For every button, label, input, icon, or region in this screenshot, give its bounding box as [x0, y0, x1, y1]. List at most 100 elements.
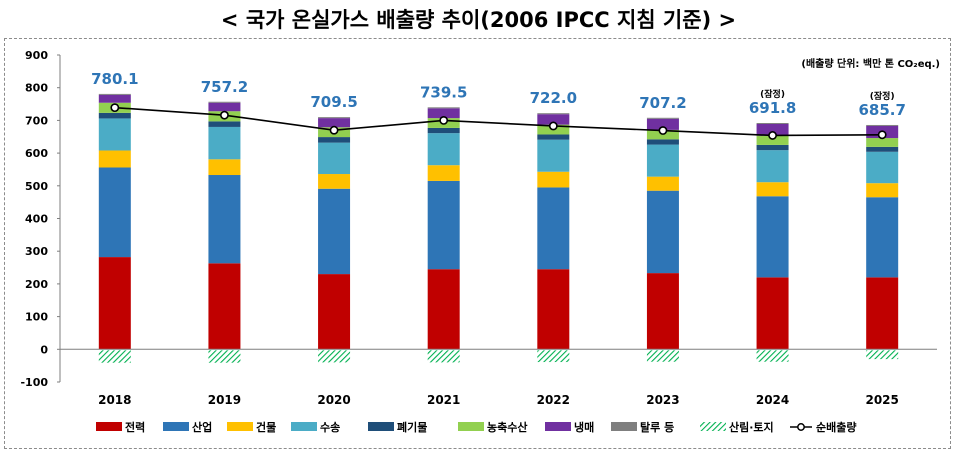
net-emissions-point — [110, 103, 120, 113]
provisional-note: (잠정) — [870, 90, 895, 102]
legend-label: 수송 — [320, 421, 340, 434]
y-tick-label: 0 — [40, 343, 48, 356]
bar-segment — [537, 171, 570, 188]
legend-label: 산업 — [192, 420, 212, 434]
bar-segment — [646, 117, 679, 119]
net-emissions-point — [220, 110, 229, 120]
y-tick-label: 400 — [25, 213, 48, 226]
bar-segment — [646, 139, 679, 145]
bar-segment — [756, 196, 789, 278]
bar-segment-negative — [427, 350, 460, 363]
net-emissions-point — [768, 131, 777, 140]
legend-swatch — [227, 422, 253, 431]
x-tick-label: 2019 — [208, 393, 241, 407]
bar-segment — [318, 118, 351, 128]
bar-segment — [208, 263, 241, 350]
bar-segment — [866, 183, 899, 198]
bar-segment — [208, 101, 241, 103]
bar-segment — [537, 187, 570, 270]
bar-segment — [866, 197, 899, 278]
bar-segment — [427, 180, 460, 270]
bar-segment-negative — [318, 350, 351, 363]
bar-segment — [318, 142, 351, 175]
bar-segment — [427, 107, 460, 109]
x-tick-label: 2024 — [756, 393, 789, 407]
y-tick-label: 900 — [25, 49, 48, 62]
bar-segment-negative — [208, 350, 241, 363]
bar-segment — [427, 127, 460, 134]
bar-segment — [537, 134, 570, 140]
bar-segment-negative — [98, 350, 131, 363]
x-tick-label: 2025 — [865, 393, 898, 407]
bar-segment — [646, 144, 679, 177]
net-emissions-line — [114, 106, 883, 137]
bar-segment — [866, 151, 899, 184]
total-label: 709.5 — [310, 93, 357, 111]
legend-label: 냉매 — [574, 420, 594, 434]
bar-segment — [208, 102, 241, 112]
y-tick-label: 800 — [25, 82, 48, 95]
bar-segment — [646, 273, 679, 350]
bar-segment — [208, 159, 241, 176]
legend-swatch-marker — [797, 423, 805, 431]
legend-swatch — [368, 422, 394, 431]
bar-segment — [427, 133, 460, 166]
bar-segment-negative — [756, 350, 789, 362]
net-emissions-point — [439, 116, 449, 125]
bar-segment — [208, 126, 241, 160]
bar-segment — [98, 93, 131, 95]
legend-swatch — [700, 422, 726, 431]
bar-segment — [756, 135, 789, 145]
bar-segment — [756, 123, 789, 136]
x-tick-label: 2018 — [98, 393, 131, 407]
total-label: 780.1 — [91, 70, 138, 88]
total-label: 757.2 — [201, 78, 248, 96]
bar-segment — [537, 114, 570, 125]
x-tick-label: 2023 — [646, 393, 679, 407]
bar-segment — [98, 257, 131, 350]
bar-segment — [756, 123, 789, 124]
bar-segment-negative — [646, 350, 679, 362]
legend-label: 탈루 등 — [640, 421, 674, 434]
bar-segment — [98, 150, 131, 168]
y-tick-label: 100 — [25, 311, 48, 324]
legend-label: 폐기물 — [397, 420, 427, 434]
x-tick-label: 2022 — [537, 393, 570, 407]
bar-segment-negative — [866, 350, 899, 360]
bar-segment — [756, 182, 789, 197]
total-label: 707.2 — [639, 94, 686, 112]
y-tick-label: 200 — [25, 278, 48, 291]
bar-segment — [98, 112, 131, 119]
bar-segment — [98, 94, 131, 103]
bar-segment — [866, 277, 899, 350]
bar-segment — [98, 118, 131, 151]
net-emissions-point — [658, 126, 668, 135]
bar-segment — [646, 190, 679, 274]
legend-swatch — [163, 422, 189, 431]
bar-segment — [866, 146, 899, 152]
bar-segment — [537, 139, 570, 172]
legend-swatch — [458, 422, 484, 431]
bar-segment — [208, 121, 241, 127]
net-emissions-point — [877, 130, 887, 140]
total-label: 739.5 — [420, 83, 467, 101]
bar-segment — [537, 269, 570, 350]
y-tick-label: -100 — [20, 376, 48, 389]
bar-segment — [866, 124, 899, 126]
bar-segment — [427, 269, 460, 350]
bar-segment — [646, 118, 679, 130]
legend-label: 전력 — [125, 420, 145, 434]
legend-swatch — [291, 422, 317, 431]
provisional-note: (잠정) — [760, 88, 785, 100]
net-emissions-point — [548, 121, 558, 131]
bar-segment — [318, 174, 351, 189]
bar-segment — [756, 150, 789, 183]
unit-note: (배출량 단위: 백만 톤 CO₂eq.) — [801, 57, 940, 70]
chart-frame — [4, 38, 951, 449]
legend-swatch — [96, 422, 122, 431]
legend-label: 농축수산 — [487, 420, 527, 434]
page-title: < 국가 온실가스 배출량 추이(2006 IPCC 지침 기준) > — [220, 8, 737, 32]
bar-segment — [98, 167, 131, 258]
bar-segment — [756, 144, 789, 151]
